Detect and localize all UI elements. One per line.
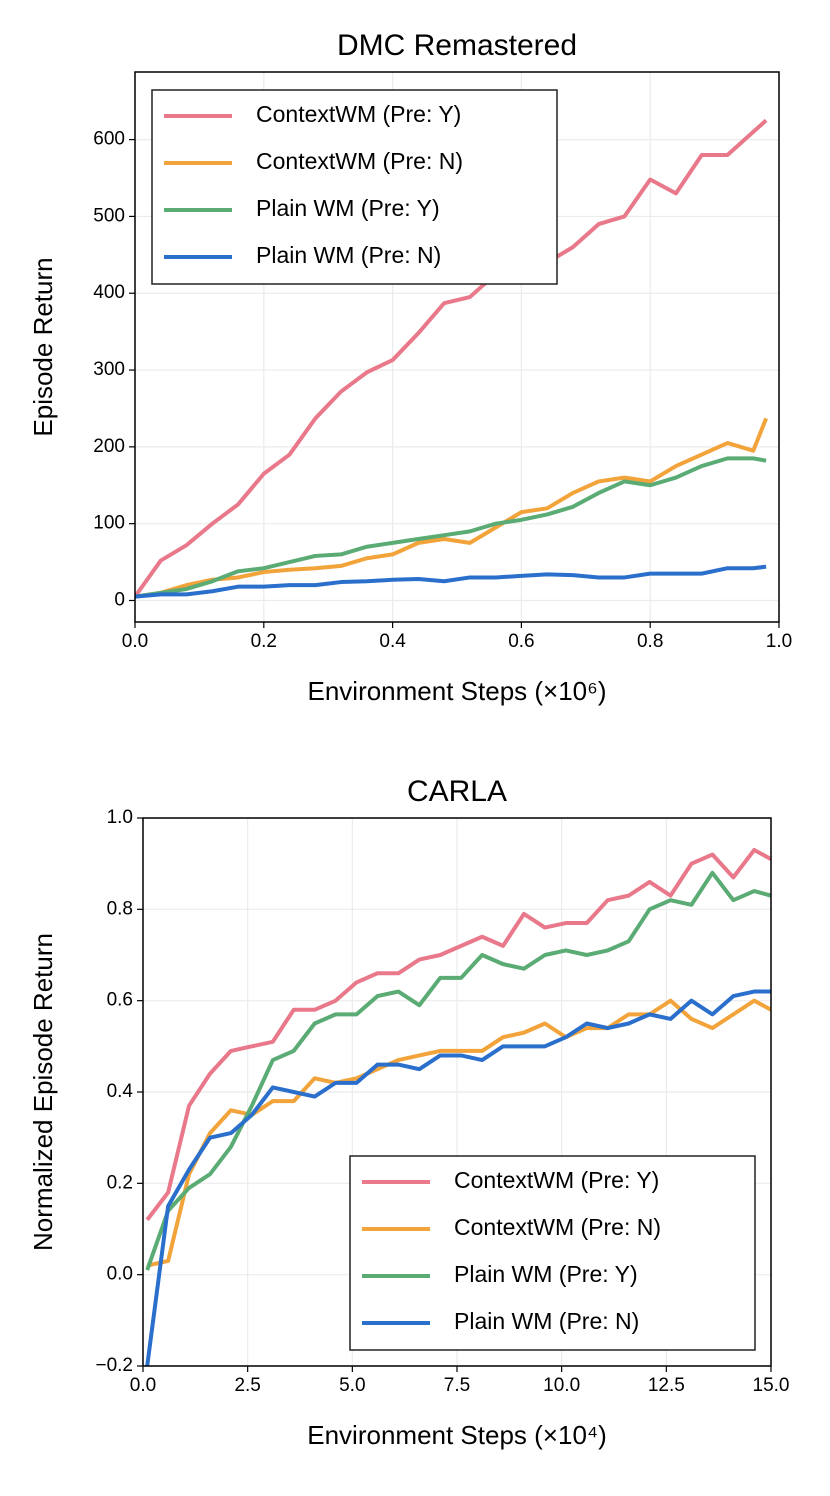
x-tick-label: 7.5 [444,1375,470,1396]
x-tick-label: 2.5 [234,1375,260,1396]
y-tick-label: 500 [93,205,125,226]
axes-frame [142,817,772,1367]
x-tick-label: 1.0 [766,631,792,652]
y-tick-label: 0.0 [107,1264,133,1285]
series-line [135,564,767,599]
chart-title: CARLA [407,775,507,808]
x-tick-label: 0.2 [251,631,277,652]
x-tick-label: 15.0 [753,1375,790,1396]
series-line [145,847,771,1222]
legend-box [349,1155,756,1351]
x-tick-label: 0.0 [130,1375,156,1396]
y-tick-label: 100 [93,513,125,534]
legend-box [151,89,558,285]
axes-frame [134,71,780,623]
x-axis-label: Environment Steps (×10⁴) [307,1420,606,1450]
series-line [145,989,771,1366]
series-line [135,456,767,599]
x-tick-label: 0.6 [508,631,534,652]
y-tick-label: 0.2 [107,1172,133,1193]
legend-label: ContextWM (Pre: N) [454,1214,661,1240]
y-tick-label: 0.4 [107,1081,134,1102]
chart-title: DMC Remastered [337,29,577,62]
y-axis-label: Normalized Episode Return [28,933,58,1251]
series-line [135,417,768,599]
legend-label: Plain WM (Pre: N) [256,242,441,268]
x-tick-label: 12.5 [648,1375,685,1396]
y-tick-label: 300 [93,359,125,380]
y-tick-label: 600 [93,129,125,150]
legend-label: ContextWM (Pre: Y) [454,1167,659,1193]
y-tick-label: 0.6 [107,990,133,1011]
legend-label: ContextWM (Pre: N) [256,148,463,174]
legend-label: ContextWM (Pre: Y) [256,101,461,127]
y-tick-label: −0.2 [95,1355,133,1376]
y-tick-label: 0 [114,590,125,611]
legend-label: Plain WM (Pre: Y) [454,1261,638,1287]
y-tick-label: 0.8 [107,898,133,919]
series-line [145,870,771,1271]
x-tick-label: 10.0 [543,1375,580,1396]
legend-label: Plain WM (Pre: Y) [256,195,440,221]
x-tick-label: 0.8 [637,631,663,652]
x-axis-label: Environment Steps (×10⁶) [307,676,606,706]
y-tick-label: 400 [93,282,125,303]
y-tick-label: 1.0 [107,807,133,828]
series-line [135,118,768,598]
legend-label: Plain WM (Pre: N) [454,1308,639,1334]
x-tick-label: 0.0 [122,631,148,652]
y-axis-label: Episode Return [28,257,58,436]
y-tick-label: 200 [93,436,125,457]
x-tick-label: 5.0 [339,1375,365,1396]
x-tick-label: 0.4 [379,631,406,652]
